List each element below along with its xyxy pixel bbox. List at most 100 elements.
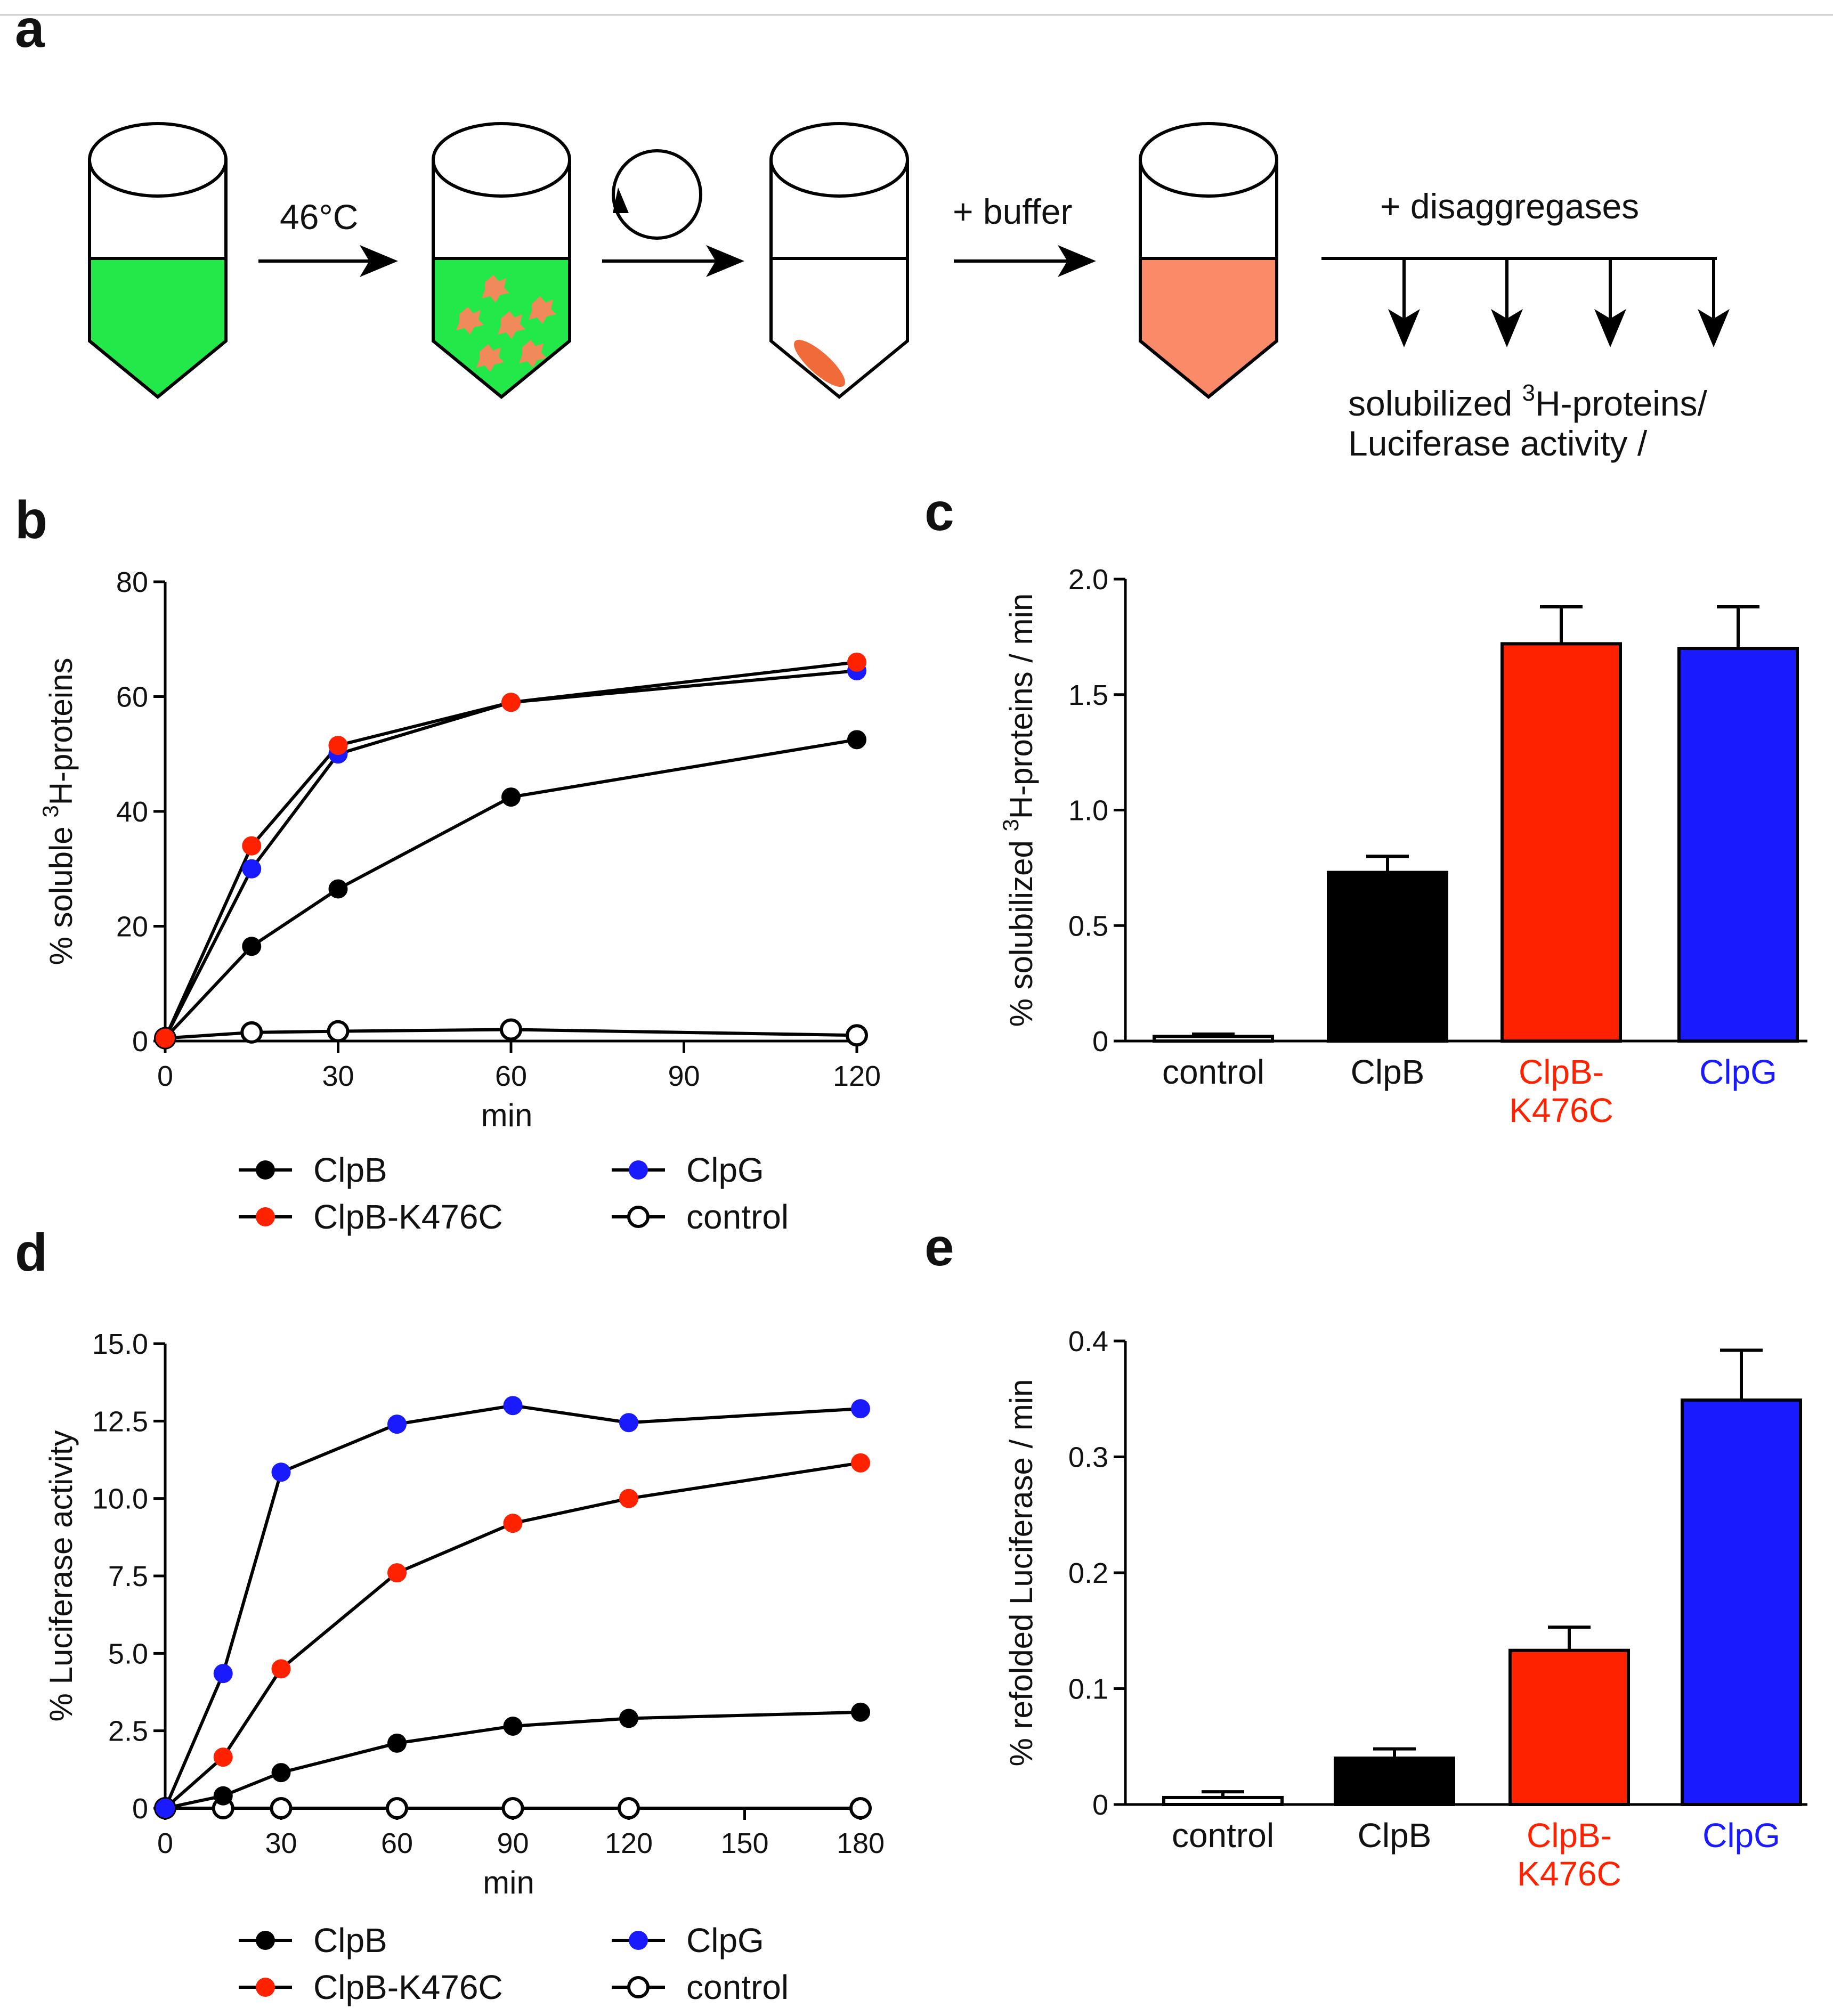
bar-clpg: [1677, 647, 1799, 1043]
panel-label-d: d: [15, 1223, 47, 1282]
legend-marker-clpb-k476c: [256, 1207, 275, 1226]
legend-marker-control: [627, 1976, 650, 1998]
y-axis-title: % solubilized 3H-proteins / min: [998, 594, 1039, 1027]
x-tick-label: 180: [837, 1827, 885, 1859]
x-tick-label: 90: [668, 1060, 700, 1092]
aggregate-particles: [456, 275, 556, 372]
data-point-clpb-k476c: [501, 693, 521, 712]
data-point-clpb: [851, 1702, 870, 1722]
data-point-clpb: [213, 1786, 233, 1806]
chart-d-luciferase-activity: 0 2.5 5.0 7.5 10.0 12.5 15.0 0 30 60 90 120 150 180 mi…: [43, 1328, 885, 2006]
y-tick-label: 10.0: [92, 1483, 148, 1515]
bar-clpb: [1327, 871, 1448, 1043]
aggregate-particle-2: [456, 307, 484, 335]
readout-line-1: solubilized 3H-proteins/: [1348, 380, 1707, 423]
x-tick-label: 30: [265, 1827, 297, 1859]
y-tick-label: 20: [116, 911, 148, 943]
data-point-clpb-k476c: [619, 1489, 638, 1508]
data-point-control: [386, 1797, 408, 1819]
data-point-clpb-k476c: [271, 1659, 291, 1679]
category-label-clpb: ClpB: [1351, 1053, 1425, 1091]
y-tick-label: 0: [132, 1793, 148, 1825]
y-tick-label: 2.0: [1068, 564, 1108, 596]
category-label-clpb-k476c: ClpB-: [1527, 1816, 1612, 1855]
category-label-control: control: [1162, 1053, 1264, 1091]
legend-marker-clpb: [256, 1160, 275, 1180]
legend-marker-clpb: [256, 1931, 275, 1950]
data-point-clpb-k476c: [503, 1514, 523, 1533]
data-point-clpb-k476c: [328, 736, 348, 755]
panel-label-b: b: [15, 490, 47, 550]
data-point-clpg: [213, 1664, 233, 1684]
panel-label-a: a: [15, 0, 45, 59]
legend-label-control: control: [686, 1968, 789, 2006]
legend-label-clpg: ClpG: [686, 1921, 764, 1960]
series-line-clpg: [164, 1404, 861, 1809]
data-point-clpg: [156, 1799, 175, 1818]
x-tick-label: 0: [157, 1827, 173, 1859]
data-point-clpb: [501, 787, 521, 807]
x-tick-label: 150: [720, 1827, 768, 1859]
readout-line-2: Luciferase activity /: [1348, 424, 1648, 463]
y-tick-label: 5.0: [108, 1638, 148, 1670]
x-tick-label: 30: [322, 1060, 354, 1092]
data-point-clpg: [503, 1396, 523, 1416]
x-axis-title: min: [481, 1098, 533, 1133]
category-label-clpb-k476c: ClpB-: [1519, 1053, 1604, 1091]
legend-label-control: control: [686, 1198, 789, 1236]
bar-clpb-k476c: [1508, 1648, 1630, 1807]
data-point-control: [501, 1797, 524, 1819]
x-tick-label: 120: [833, 1060, 881, 1092]
data-point-clpb: [271, 1763, 291, 1783]
x-tick-label: 90: [497, 1827, 529, 1859]
aggregate-particle-3: [498, 311, 525, 339]
data-point-control: [618, 1797, 640, 1819]
y-axis-title: % soluble 3H-proteins: [38, 658, 79, 965]
panel-a: a 46°C + buffer: [15, 0, 1730, 463]
bar-clpg: [1681, 1398, 1802, 1807]
x-tick-label: 120: [605, 1827, 653, 1859]
y-axis-title: % refolded Luciferase / min: [1003, 1379, 1039, 1766]
y-tick-label: 0.4: [1068, 1326, 1108, 1357]
data-point-control: [240, 1021, 263, 1044]
aggregate-particle-4: [529, 296, 556, 324]
pellet: [794, 339, 845, 387]
data-point-clpg: [387, 1415, 407, 1434]
y-tick-label: 0.1: [1068, 1673, 1108, 1705]
category-label-clpg: ClpG: [1699, 1053, 1777, 1091]
category-label-clpb-k476c: K476C: [1509, 1091, 1613, 1129]
y-tick-label: 7.5: [108, 1560, 148, 1592]
data-point-control: [327, 1020, 350, 1043]
panel-label-e: e: [924, 1217, 954, 1277]
y-tick-label: 60: [116, 681, 148, 713]
legend-marker-control: [627, 1206, 650, 1228]
x-axis-title: min: [483, 1865, 534, 1900]
data-point-clpb: [847, 730, 866, 750]
bar-control: [1153, 1035, 1274, 1043]
data-point-clpb-k476c: [156, 1028, 175, 1048]
data-point-control: [849, 1797, 872, 1819]
tube-1-green: [88, 122, 228, 399]
legend-label-clpb-k476c: ClpB-K476C: [313, 1198, 503, 1236]
x-tick-label: 60: [381, 1827, 413, 1859]
panel-label-c: c: [924, 482, 954, 542]
chart-e-refolding-rate: 0 0.1 0.2 0.3 0.4 % refolded Luciferase / min…: [1003, 1326, 1807, 1893]
legend-marker-clpg: [629, 1160, 648, 1180]
y-tick-label: 0.2: [1068, 1557, 1108, 1589]
bar-clpb-k476c: [1501, 642, 1622, 1043]
step-buffer-label: + buffer: [953, 192, 1072, 231]
legend-label-clpb: ClpB: [313, 1151, 387, 1189]
aggregate-particle-1: [482, 275, 509, 303]
legend-marker-clpg: [629, 1931, 648, 1950]
y-tick-label: 80: [116, 566, 148, 598]
data-point-control: [500, 1018, 522, 1041]
category-label-clpb-k476c: K476C: [1517, 1855, 1621, 1893]
chart-b-soluble-proteins: 0 20 40 60 80 0 30 60 90 120 min % soluble 3H-prote…: [38, 566, 881, 1236]
y-tick-label: 0: [1092, 1789, 1108, 1821]
data-point-clpb: [242, 937, 262, 956]
step-46c-label: 46°C: [280, 197, 358, 237]
data-point-control: [846, 1024, 868, 1047]
step-disaggregases-label: + disaggregases: [1380, 186, 1639, 226]
series-line-clpg: [164, 669, 857, 1039]
